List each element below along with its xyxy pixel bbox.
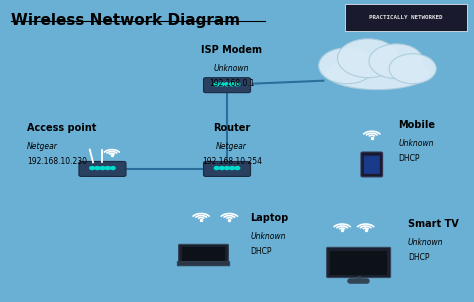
Text: Netgear: Netgear [216,142,247,151]
Circle shape [214,167,219,169]
Text: Smart TV: Smart TV [408,219,459,229]
Text: 192.168.10.254: 192.168.10.254 [202,157,262,166]
FancyBboxPatch shape [330,251,387,275]
Circle shape [90,167,94,169]
Circle shape [230,83,235,86]
FancyBboxPatch shape [203,78,251,93]
Text: DHCP: DHCP [408,253,429,262]
Text: DHCP: DHCP [399,154,420,163]
Text: 192.168.0.1: 192.168.0.1 [209,79,255,88]
Text: 192.168.10.230: 192.168.10.230 [27,157,87,166]
FancyBboxPatch shape [79,162,126,176]
Circle shape [105,167,110,169]
Text: Laptop: Laptop [251,213,289,223]
Text: PRACTICALLY NETWORKED: PRACTICALLY NETWORKED [369,15,442,20]
Circle shape [230,167,235,169]
Circle shape [219,167,224,169]
Text: Access point: Access point [27,123,97,133]
Text: Mobile: Mobile [399,120,436,130]
Circle shape [214,83,219,86]
Circle shape [225,83,229,86]
Circle shape [369,44,423,79]
Text: Unknown: Unknown [251,232,286,241]
Circle shape [337,39,399,78]
Circle shape [319,48,375,84]
Text: Router: Router [213,123,250,133]
FancyBboxPatch shape [182,247,225,261]
Text: Unknown: Unknown [214,64,249,73]
Text: ISP Modem: ISP Modem [201,45,262,55]
Circle shape [95,167,100,169]
FancyBboxPatch shape [203,162,251,176]
Text: Netgear: Netgear [27,142,58,151]
Circle shape [100,167,105,169]
Text: Unknown: Unknown [408,238,444,247]
FancyBboxPatch shape [179,244,228,263]
Text: DHCP: DHCP [251,247,272,256]
Circle shape [219,83,224,86]
Text: Unknown: Unknown [399,139,434,148]
Circle shape [225,167,229,169]
FancyBboxPatch shape [345,5,467,31]
Text: Wireless Network Diagram: Wireless Network Diagram [11,13,240,28]
Circle shape [110,167,115,169]
Circle shape [235,167,240,169]
FancyBboxPatch shape [361,152,383,177]
FancyBboxPatch shape [177,262,230,266]
FancyBboxPatch shape [364,156,380,174]
Circle shape [389,54,436,84]
Circle shape [235,83,240,86]
Ellipse shape [326,57,429,90]
FancyBboxPatch shape [327,247,391,278]
